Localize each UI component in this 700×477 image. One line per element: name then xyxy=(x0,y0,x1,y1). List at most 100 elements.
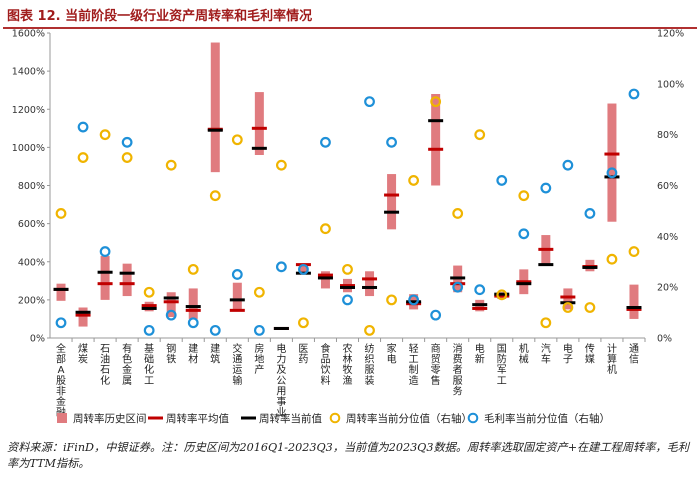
avg-marker xyxy=(494,294,510,298)
current-marker xyxy=(384,210,400,214)
x-tick-label-char: 通 xyxy=(232,354,242,366)
turnover-pct-point xyxy=(540,317,552,329)
x-tick-label-char: 全 xyxy=(56,342,66,355)
x-tick-label-char: 林 xyxy=(343,353,353,366)
x-tick-label-char: 消 xyxy=(453,342,463,355)
current-marker xyxy=(582,265,598,269)
margin-pct-point xyxy=(320,136,331,148)
turnover-pct-point xyxy=(77,152,89,163)
x-tick-label-char: 药 xyxy=(298,354,308,366)
current-marker xyxy=(494,292,510,296)
current-marker xyxy=(273,326,289,330)
range-bar xyxy=(431,94,441,186)
x-tick-label-char: 电 xyxy=(276,342,286,355)
margin-pct-point xyxy=(430,309,442,321)
x-tick-label-char: 通 xyxy=(629,343,639,355)
avg-marker xyxy=(560,295,576,299)
x-tick-label-char: 食 xyxy=(320,342,330,355)
margin-pct-point xyxy=(77,121,89,133)
turnover-pct-point xyxy=(298,317,309,329)
current-marker xyxy=(340,285,355,289)
margin-pct-point xyxy=(562,159,574,171)
x-tick-label-char: 服 xyxy=(453,375,463,387)
avg-marker xyxy=(340,284,355,288)
margin-pct-point xyxy=(474,284,486,296)
x-tick-label-char: 产 xyxy=(254,363,264,376)
turnover-pct-point xyxy=(364,324,375,336)
margin-pct-point xyxy=(187,317,199,329)
current-marker xyxy=(75,310,91,314)
x-tick-label-char: 商 xyxy=(431,342,441,355)
x-tick-label-char: 轻 xyxy=(409,342,419,355)
current-marker xyxy=(229,298,245,302)
x-tick-label-char: 家 xyxy=(387,342,397,355)
current-marker xyxy=(207,128,223,132)
avg-marker xyxy=(97,282,113,286)
x-tick-label-char: 钢 xyxy=(166,342,176,355)
range-bar xyxy=(166,292,176,318)
x-tick-label-char: 车 xyxy=(541,353,551,366)
current-marker xyxy=(472,303,488,307)
range-bar xyxy=(210,42,220,173)
x-tick-label-char: 力 xyxy=(276,353,286,366)
range-bar xyxy=(78,307,88,327)
range-bar xyxy=(365,271,375,297)
x-tick-label-char: 售 xyxy=(431,374,441,387)
avg-marker xyxy=(384,193,400,197)
range-bar xyxy=(232,282,242,312)
x-tick-label-char: 业 xyxy=(276,407,286,419)
turnover-pct-point xyxy=(165,159,177,171)
title-bar: 图表 12. 当前阶段一级行业资产周转率和毛利率情况 xyxy=(3,3,697,29)
turnover-pct-point xyxy=(209,190,221,202)
range-bar xyxy=(629,284,639,319)
y-left-tick-label: 200% xyxy=(18,295,45,306)
turnover-pct-point xyxy=(231,134,243,146)
margin-pct-point xyxy=(452,281,464,293)
x-tick-label-char: 织 xyxy=(365,354,375,366)
margin-pct-point xyxy=(628,88,640,100)
avg-marker xyxy=(163,300,179,304)
current-marker xyxy=(406,300,422,304)
x-tick-label-char: 房 xyxy=(254,342,264,355)
margin-pct-point xyxy=(364,96,375,108)
legend-range-swatch xyxy=(57,413,67,423)
x-tick-label-char: 工 xyxy=(144,376,154,387)
legend-turnover-pct-swatch xyxy=(329,412,341,424)
x-tick-label-char: 炭 xyxy=(78,354,88,366)
x-tick-label-char: 运 xyxy=(232,364,242,376)
turnover-pct-point xyxy=(143,286,155,298)
x-tick-label-char: 农 xyxy=(343,342,353,355)
range-bar xyxy=(298,263,308,274)
x-tick-label-char: 信 xyxy=(629,354,639,366)
x-tick-label-char: 材 xyxy=(188,353,198,366)
x-tick-label-char: 非 xyxy=(56,385,66,397)
legend-turnover-pct-label: 周转率当前分位值（右轴） xyxy=(346,412,472,425)
avg-marker xyxy=(229,308,245,312)
x-tick-label-char: 部 xyxy=(56,353,66,366)
turnover-pct-point xyxy=(187,263,199,275)
turnover-pct-point xyxy=(452,208,464,219)
x-tick-label-char: A xyxy=(58,365,65,376)
y-left-tick-label: 0% xyxy=(30,334,45,345)
x-tick-label-char: 融 xyxy=(56,407,66,419)
turnover-pct-point xyxy=(386,294,397,306)
y-left-tick-label: 600% xyxy=(18,219,45,230)
margin-pct-point xyxy=(275,261,287,273)
margin-pct-point xyxy=(298,263,309,275)
x-tick-label-char: 金 xyxy=(56,395,66,408)
x-tick-label-char: 渔 xyxy=(343,375,353,387)
legend-current-label: 周转率当前值 xyxy=(259,412,322,425)
turnover-pct-point xyxy=(121,152,133,163)
turnover-pct-point xyxy=(628,246,640,257)
x-tick-label-char: 有 xyxy=(122,342,132,355)
x-tick-label-char: 零 xyxy=(431,364,441,376)
x-tick-label-char: 交 xyxy=(232,342,242,355)
margin-pct-point xyxy=(386,136,397,148)
x-tick-label-char: 化 xyxy=(144,363,154,376)
range-bar xyxy=(100,256,110,300)
current-marker xyxy=(97,270,113,274)
x-tick-label-char: 工 xyxy=(409,355,419,366)
y-right-tick-label: 0% xyxy=(657,334,672,345)
legend-margin-pct-swatch xyxy=(467,412,479,424)
x-tick-label-char: 国 xyxy=(497,343,507,355)
